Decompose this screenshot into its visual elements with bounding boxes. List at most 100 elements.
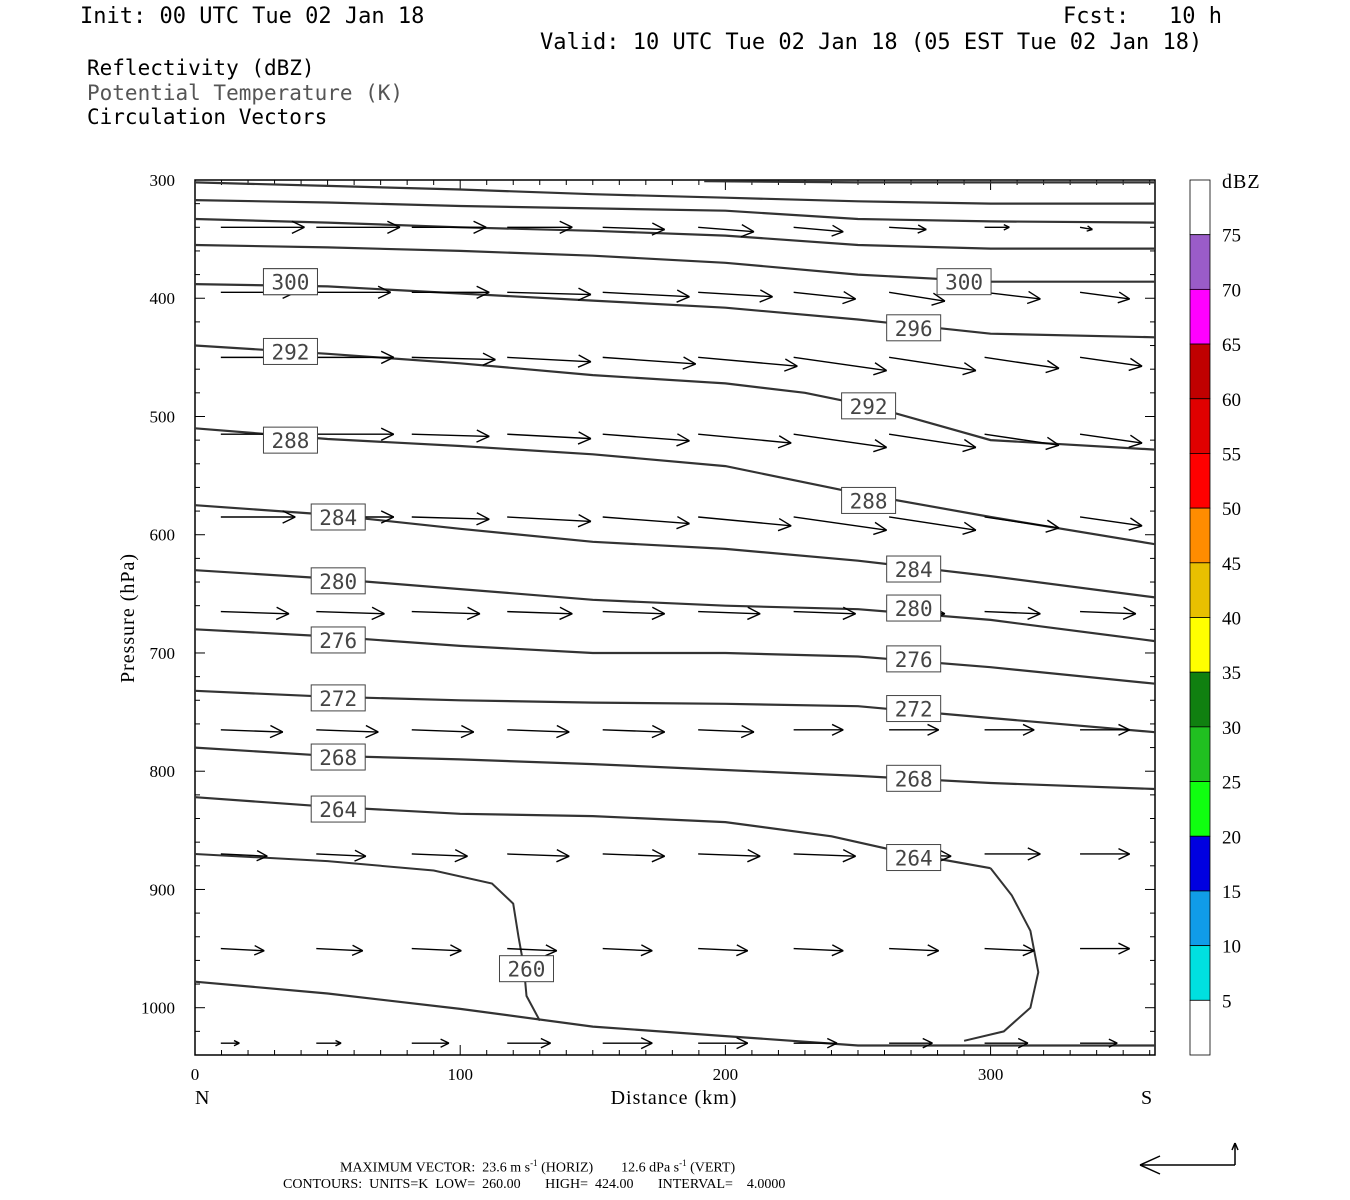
- vector-shaft: [698, 729, 754, 733]
- colorbar-title: dBZ: [1222, 171, 1261, 193]
- legend-circulation-vectors: Circulation Vectors: [87, 105, 328, 129]
- y-tick-label: 1000: [141, 999, 175, 1018]
- isentropes: [195, 180, 1155, 1047]
- vector-shaft: [984, 433, 1060, 446]
- vector-shaft: [984, 947, 1035, 952]
- vector-head: [640, 1042, 653, 1050]
- y-tick-label: 900: [150, 880, 176, 899]
- vector-head: [1027, 847, 1041, 855]
- vector-head: [1122, 613, 1137, 621]
- contour-label-box: [886, 844, 942, 872]
- vector-head: [1118, 729, 1130, 736]
- vector-head: [476, 435, 490, 443]
- vector-shaft: [507, 947, 557, 952]
- vector-shaft: [507, 853, 570, 857]
- vector-head: [676, 296, 690, 303]
- vector-head: [380, 356, 395, 365]
- vector-head: [1003, 226, 1010, 231]
- vector-head: [578, 514, 592, 523]
- vector-head: [1047, 359, 1060, 369]
- colorbar-swatch: [1189, 617, 1211, 673]
- vector-shaft: [411, 947, 462, 952]
- reference-vector-icon: [1139, 1142, 1239, 1175]
- vector-shaft: [793, 356, 887, 372]
- vector-shaft: [889, 226, 927, 231]
- vector-head: [741, 224, 755, 233]
- y-tick-label: 800: [150, 762, 176, 781]
- vector-shaft: [602, 291, 690, 298]
- vector-head: [291, 220, 305, 228]
- vector-head: [440, 1038, 450, 1044]
- vector-head: [559, 220, 573, 228]
- contour-label-box: [886, 764, 942, 792]
- vector-head: [476, 285, 490, 293]
- vector-head: [736, 944, 749, 952]
- vector-head: [777, 442, 792, 449]
- vector-head: [1123, 606, 1137, 615]
- colorbar-label: 40: [1222, 609, 1241, 630]
- vector-head: [1026, 298, 1041, 305]
- isentrope-260-left: [195, 853, 541, 1022]
- vector-head: [1108, 1038, 1118, 1044]
- vector-shaft: [984, 291, 1041, 300]
- vector-head: [276, 606, 290, 615]
- vector-head: [233, 1039, 240, 1044]
- contour-label-box: [310, 626, 366, 654]
- vector-shaft: [602, 610, 665, 615]
- forecast-hour: Fcst: 10 h: [1063, 4, 1222, 29]
- vector-head: [842, 849, 856, 857]
- colorbar-label: 60: [1222, 390, 1241, 411]
- x-tick-label: 100: [447, 1065, 473, 1084]
- isentrope-surface: [195, 980, 1155, 1047]
- vector-head: [476, 518, 490, 526]
- vector-shaft: [411, 356, 496, 361]
- vector-shaft: [793, 947, 844, 952]
- vector-shaft: [507, 516, 591, 523]
- y-tick-label: 700: [150, 644, 176, 663]
- vector-head: [482, 358, 496, 366]
- vector-head: [377, 285, 391, 293]
- vector-head: [1022, 723, 1035, 731]
- vector-head: [254, 944, 265, 952]
- colorbar-swatch: [1189, 835, 1211, 892]
- vector-head: [962, 529, 977, 535]
- colorbar-swatch: [1189, 999, 1211, 1056]
- contour-label: 288: [850, 489, 888, 513]
- vector-head: [371, 613, 385, 621]
- vector-head: [963, 438, 977, 449]
- contour-label: 276: [319, 629, 357, 653]
- vector-shaft: [793, 226, 844, 233]
- isentrope-288: [195, 427, 1155, 546]
- vector-head: [651, 724, 666, 733]
- colorbar-label: 20: [1222, 827, 1241, 848]
- vector-head: [831, 231, 844, 237]
- isentrope-316: [704, 180, 1155, 184]
- vector-head: [874, 362, 888, 372]
- vector-head: [676, 522, 690, 530]
- vector-head: [676, 440, 690, 447]
- vector-head: [651, 613, 665, 621]
- vector-shaft: [220, 729, 283, 733]
- vector-head: [676, 289, 690, 298]
- vector-shaft: [507, 356, 591, 363]
- colorbar-swatch: [1189, 507, 1211, 564]
- vector-head: [831, 729, 844, 736]
- vector-head: [832, 224, 844, 233]
- contour-label-box: [498, 955, 554, 983]
- vector-head: [873, 369, 887, 376]
- contour-label-box: [886, 314, 942, 342]
- vector-head: [454, 855, 468, 863]
- vector-shaft: [889, 291, 946, 302]
- vector-head: [784, 365, 798, 372]
- vector-head: [826, 1037, 838, 1044]
- vector-shaft: [698, 516, 792, 527]
- colorbar-swatch: [1189, 562, 1211, 618]
- vector-head: [740, 231, 755, 238]
- contour-labels: 264 264 268 268 272 272 276 276 280 280 284 284 288 2…: [262, 268, 992, 983]
- contour-label: 300: [945, 271, 983, 295]
- vector-head: [578, 431, 592, 440]
- vector-head: [1003, 223, 1010, 228]
- vector-head: [741, 724, 755, 733]
- vector-shaft: [1079, 516, 1143, 527]
- vector-head: [291, 226, 305, 235]
